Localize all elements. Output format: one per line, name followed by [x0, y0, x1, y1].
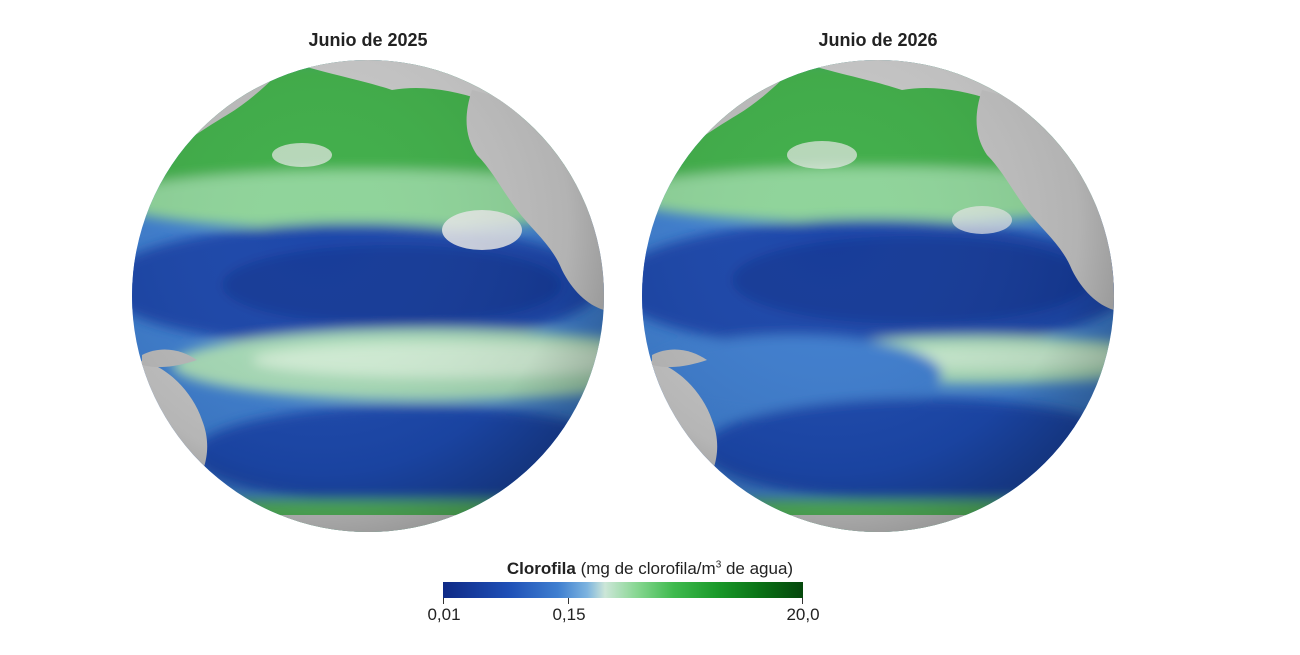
legend-title-bold: Clorofila — [506, 559, 576, 578]
colorbar-tick-max — [802, 598, 803, 604]
colorbar-label-mid: 0,15 — [552, 605, 586, 624]
colorbar-tick-mid — [568, 598, 569, 604]
colorbar-label-min: 0,01 — [427, 605, 461, 624]
legend-title-unit: (mg de clorofila/m — [575, 559, 716, 578]
panel-title-2026: Junio de 2026 — [818, 30, 938, 50]
colorbar-tick-min — [443, 598, 444, 604]
legend-title-superscript: 3 — [715, 559, 722, 571]
legend-title-end: de agua) — [721, 559, 794, 578]
globe-2025 — [132, 60, 604, 532]
panel-title-2025: Junio de 2025 — [308, 30, 428, 50]
colorbar-label-max: 20,0 — [786, 605, 820, 624]
legend-title: Clorofila (mg de clorofila/m3 de agua) — [380, 559, 920, 579]
chlorophyll-colorbar — [443, 582, 803, 598]
globe-2026 — [642, 60, 1114, 532]
